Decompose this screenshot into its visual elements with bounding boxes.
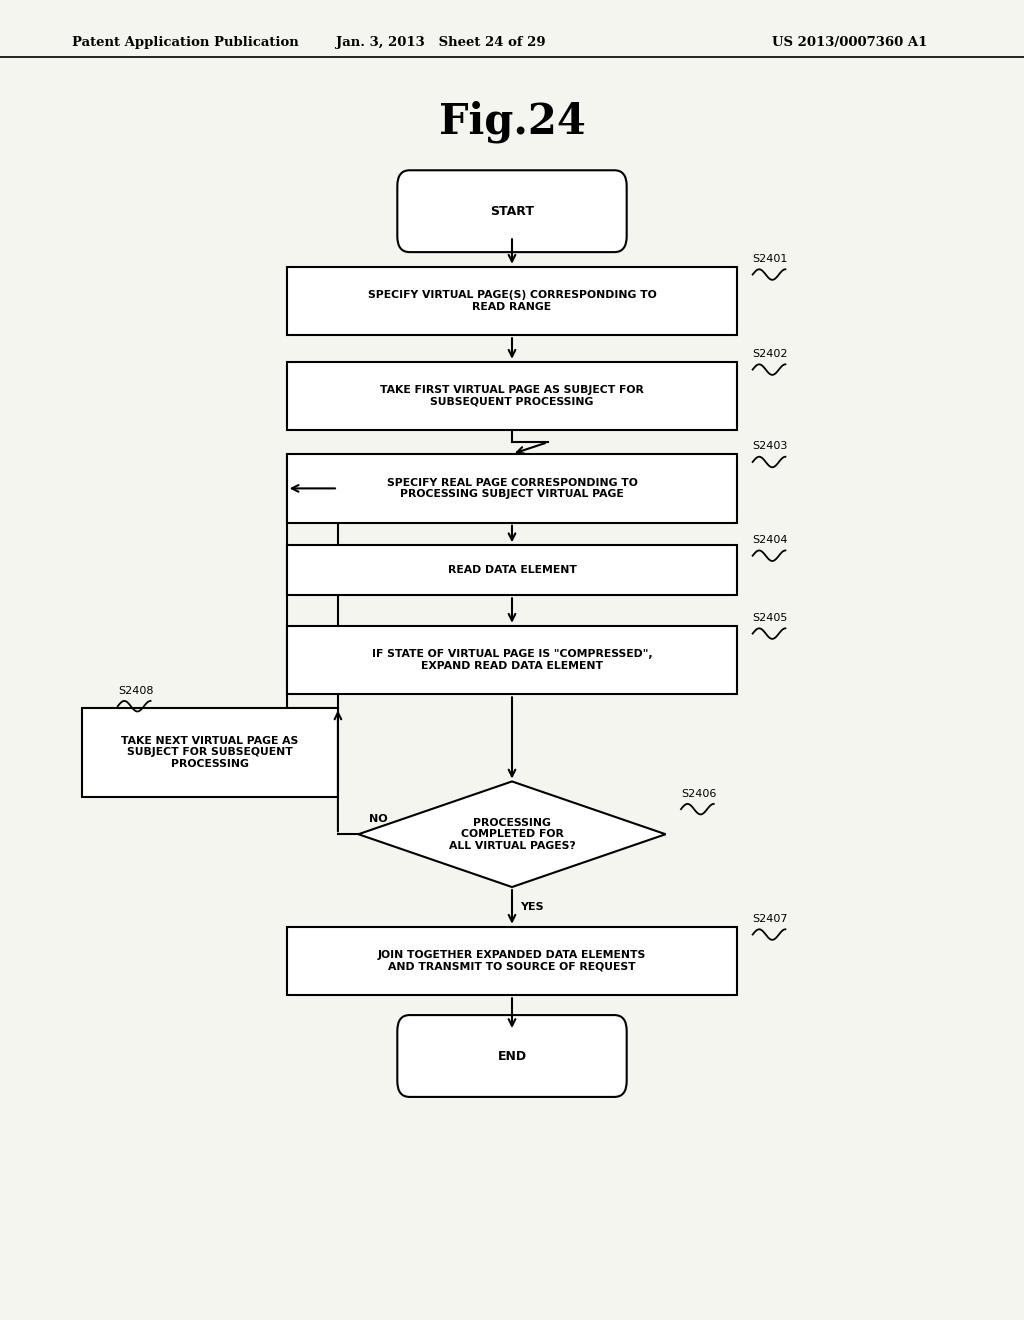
FancyBboxPatch shape xyxy=(397,1015,627,1097)
Text: END: END xyxy=(498,1049,526,1063)
Text: S2406: S2406 xyxy=(681,788,717,799)
Polygon shape xyxy=(358,781,666,887)
Text: JOIN TOGETHER EXPANDED DATA ELEMENTS
AND TRANSMIT TO SOURCE OF REQUEST: JOIN TOGETHER EXPANDED DATA ELEMENTS AND… xyxy=(378,950,646,972)
Text: S2401: S2401 xyxy=(753,253,788,264)
Text: S2405: S2405 xyxy=(753,612,788,623)
Text: READ DATA ELEMENT: READ DATA ELEMENT xyxy=(447,565,577,576)
Text: S2408: S2408 xyxy=(118,685,154,696)
Text: Patent Application Publication: Patent Application Publication xyxy=(72,36,298,49)
Bar xyxy=(287,626,737,694)
Text: S2404: S2404 xyxy=(753,535,788,545)
Bar xyxy=(287,362,737,430)
Bar xyxy=(287,454,737,523)
Bar xyxy=(287,927,737,995)
Text: S2402: S2402 xyxy=(753,348,788,359)
Text: START: START xyxy=(490,205,534,218)
Text: TAKE FIRST VIRTUAL PAGE AS SUBJECT FOR
SUBSEQUENT PROCESSING: TAKE FIRST VIRTUAL PAGE AS SUBJECT FOR S… xyxy=(380,385,644,407)
Text: YES: YES xyxy=(520,902,544,912)
Text: TAKE NEXT VIRTUAL PAGE AS
SUBJECT FOR SUBSEQUENT
PROCESSING: TAKE NEXT VIRTUAL PAGE AS SUBJECT FOR SU… xyxy=(121,735,299,770)
Text: SPECIFY REAL PAGE CORRESPONDING TO
PROCESSING SUBJECT VIRTUAL PAGE: SPECIFY REAL PAGE CORRESPONDING TO PROCE… xyxy=(387,478,637,499)
Bar xyxy=(287,545,737,595)
Text: S2403: S2403 xyxy=(753,441,788,451)
Text: PROCESSING
COMPLETED FOR
ALL VIRTUAL PAGES?: PROCESSING COMPLETED FOR ALL VIRTUAL PAG… xyxy=(449,817,575,851)
Text: SPECIFY VIRTUAL PAGE(S) CORRESPONDING TO
READ RANGE: SPECIFY VIRTUAL PAGE(S) CORRESPONDING TO… xyxy=(368,290,656,312)
Text: IF STATE OF VIRTUAL PAGE IS "COMPRESSED",
EXPAND READ DATA ELEMENT: IF STATE OF VIRTUAL PAGE IS "COMPRESSED"… xyxy=(372,649,652,671)
Text: Fig.24: Fig.24 xyxy=(438,100,586,143)
Bar xyxy=(82,708,338,797)
Text: S2407: S2407 xyxy=(753,913,788,924)
Bar xyxy=(287,267,737,335)
Text: NO: NO xyxy=(369,813,387,824)
FancyBboxPatch shape xyxy=(397,170,627,252)
Text: US 2013/0007360 A1: US 2013/0007360 A1 xyxy=(772,36,928,49)
Text: Jan. 3, 2013   Sheet 24 of 29: Jan. 3, 2013 Sheet 24 of 29 xyxy=(336,36,545,49)
